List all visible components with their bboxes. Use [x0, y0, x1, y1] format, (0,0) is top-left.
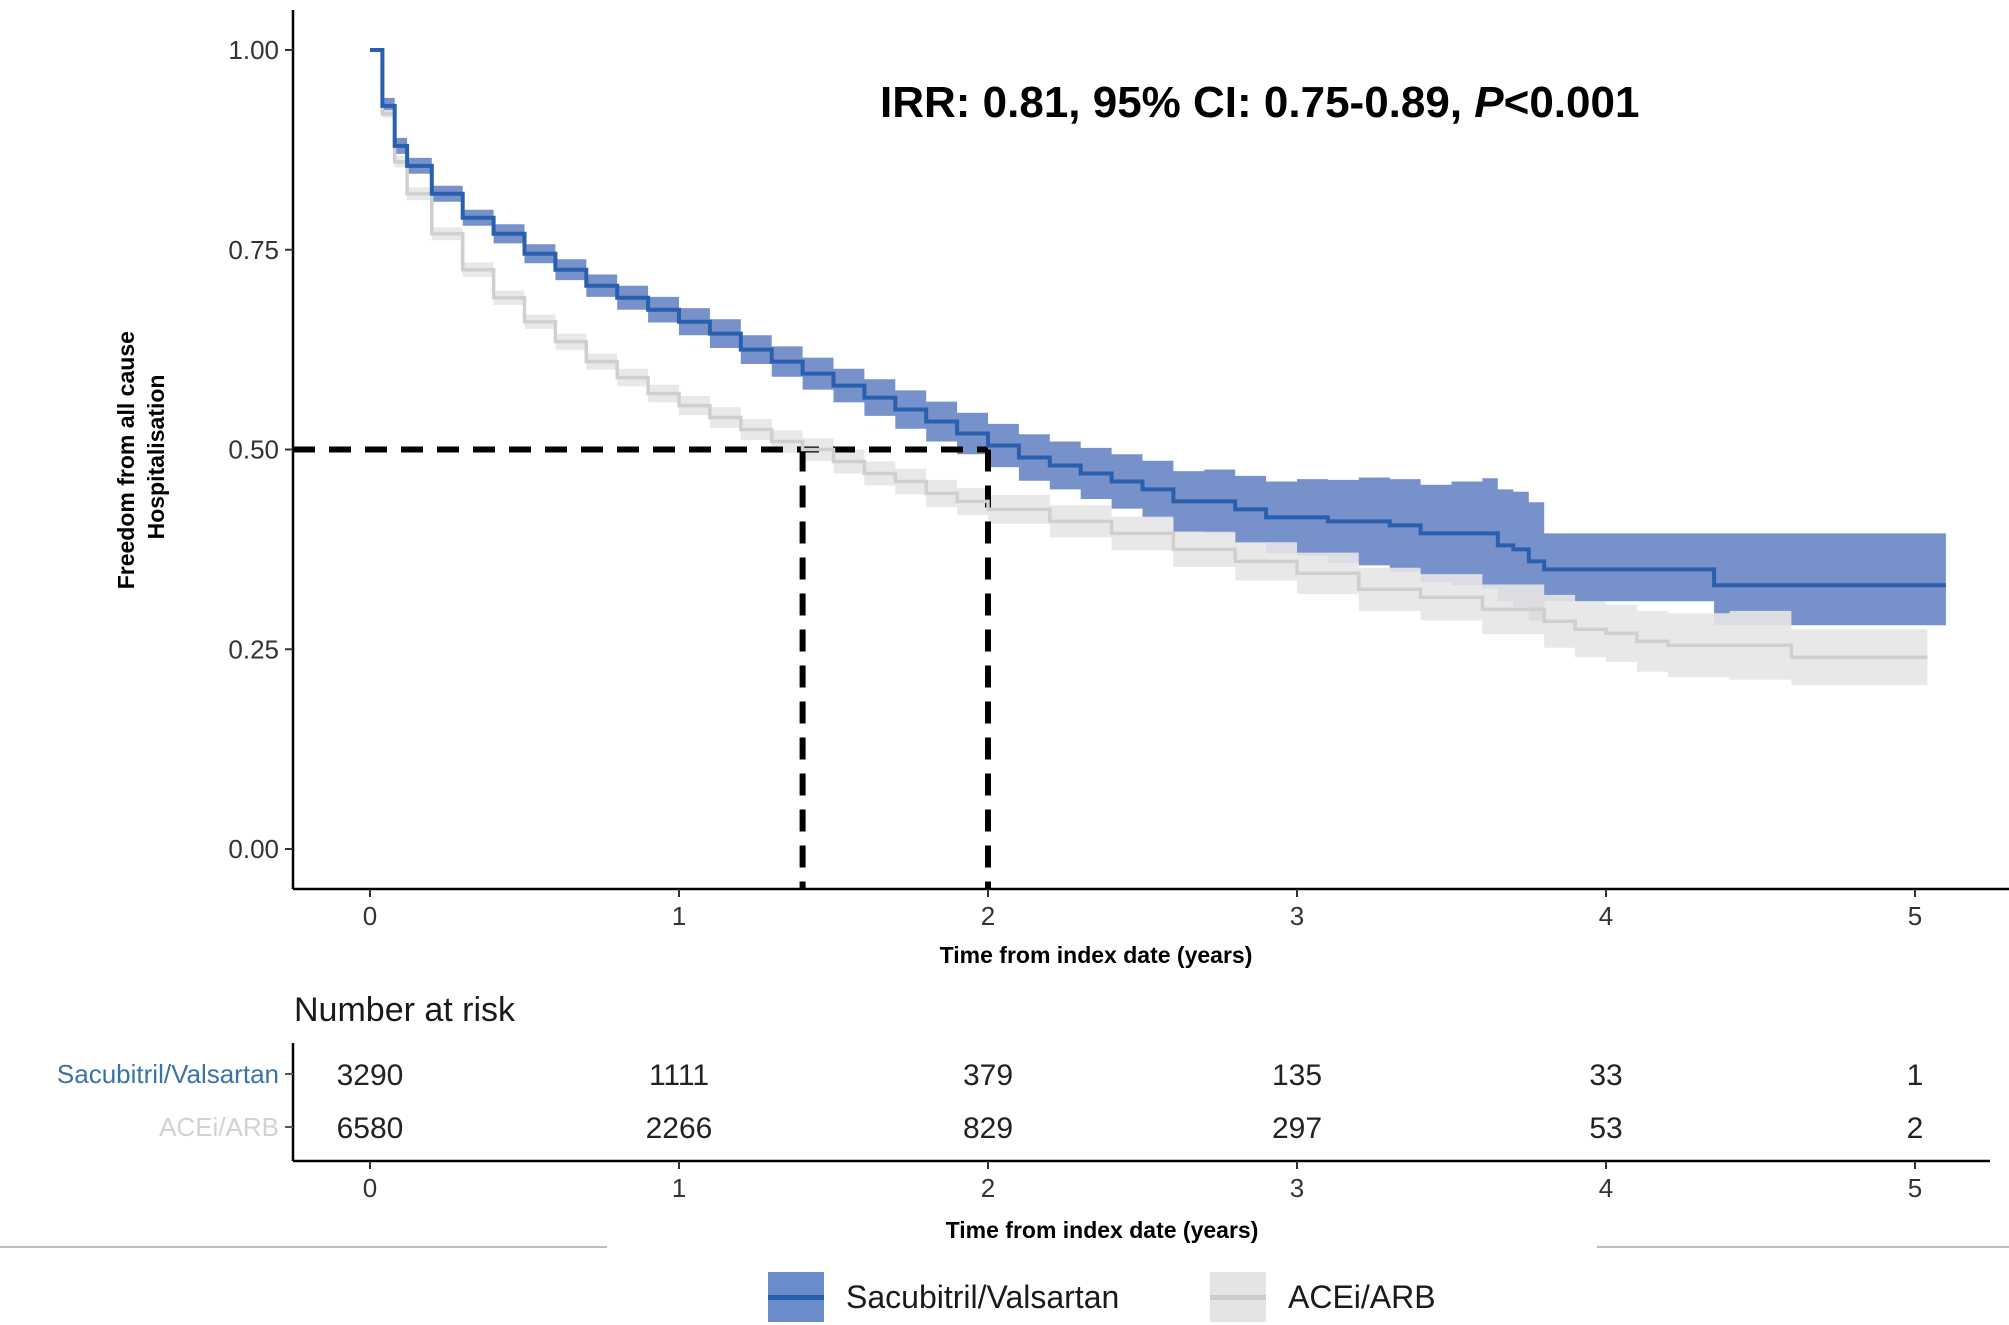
- legend-item-sacubitril: Sacubitril/Valsartan: [768, 1272, 1119, 1322]
- confidence-bands: [370, 50, 1946, 686]
- survival-curves: [370, 48, 1946, 659]
- irr-annotation-p: P: [1474, 78, 1504, 127]
- risk-x-tick-label: 4: [1599, 1173, 1613, 1203]
- legend-line-sacubitril: [768, 1295, 824, 1300]
- curve-sacubitril: [370, 48, 1946, 588]
- risk-value-acei-arb: 53: [1589, 1112, 1622, 1145]
- risk-x-tick-label: 5: [1908, 1173, 1922, 1203]
- y-axis-label-line-2: Hospitalisation: [143, 375, 169, 540]
- y-tick-label: 0.00: [228, 834, 279, 864]
- legend-label-acei-arb: ACEi/ARB: [1288, 1278, 1436, 1315]
- risk-table: Sacubitril/Valsartan 3290 1111 379 135 33 1ACE…: [57, 1043, 1990, 1203]
- risk-row-label-sacubitril: Sacubitril/Valsartan: [57, 1059, 279, 1089]
- curve-acei-arb: [370, 48, 1928, 659]
- legend-key-acei-arb: [1210, 1272, 1266, 1322]
- risk-value-acei-arb: 2: [1907, 1112, 1924, 1145]
- legend-key-sacubitril: [768, 1272, 824, 1322]
- y-tick-label: 0.75: [228, 235, 279, 265]
- risk-value-acei-arb: 829: [963, 1112, 1013, 1145]
- risk-value-sacubitril: 3290: [337, 1059, 404, 1092]
- x-tick-label: 3: [1290, 901, 1304, 931]
- ci-band-acei-arb: [370, 50, 1928, 686]
- x-tick-label: 5: [1908, 901, 1922, 931]
- risk-value-acei-arb: 297: [1272, 1112, 1322, 1145]
- y-tick-label: 1.00: [228, 35, 279, 65]
- x-tick-label: 1: [672, 901, 686, 931]
- x-tick-label: 2: [981, 901, 995, 931]
- x-tick-label: 4: [1599, 901, 1613, 931]
- risk-value-sacubitril: 379: [963, 1059, 1013, 1092]
- y-axis-label: Freedom from all cause Hospitalisation: [113, 325, 169, 590]
- y-tick-label: 0.50: [228, 435, 279, 465]
- x-axis-label: Time from index date (years): [940, 942, 1253, 968]
- legend-line-acei-arb: [1210, 1295, 1266, 1300]
- irr-annotation-prefix: IRR: 0.81, 95% CI: 0.75-0.89,: [880, 78, 1474, 127]
- reference-lines: [293, 446, 991, 889]
- frame-divider-right: [1597, 1246, 2009, 1248]
- x-tick-label: 0: [363, 901, 377, 931]
- risk-value-sacubitril: 135: [1272, 1059, 1322, 1092]
- risk-value-acei-arb: 6580: [337, 1112, 404, 1145]
- legend-label-sacubitril: Sacubitril/Valsartan: [846, 1278, 1120, 1315]
- irr-annotation: IRR: 0.81, 95% CI: 0.75-0.89, P<0.001: [880, 78, 1639, 127]
- risk-row-label-acei-arb: ACEi/ARB: [159, 1112, 279, 1142]
- irr-annotation-suffix: <0.001: [1504, 78, 1640, 127]
- risk-x-tick-label: 3: [1290, 1173, 1304, 1203]
- y-tick-label: 0.25: [228, 634, 279, 664]
- frame-divider-left: [0, 1246, 607, 1248]
- axis-ticks: 0.00 0.25 0.50 0.75 1.00 0 1 2 3 4 5: [228, 35, 1922, 931]
- ci-band-sacubitril: [370, 50, 1946, 626]
- risk-value-sacubitril: 33: [1589, 1059, 1622, 1092]
- risk-table-title: Number at risk: [294, 991, 516, 1029]
- risk-value-sacubitril: 1: [1907, 1059, 1924, 1092]
- risk-table-x-axis-label: Time from index date (years): [946, 1217, 1259, 1243]
- risk-x-tick-label: 1: [672, 1173, 686, 1203]
- legend-item-acei-arb: ACEi/ARB: [1210, 1272, 1436, 1322]
- y-axis-label-line-1: Freedom from all cause: [113, 331, 139, 589]
- risk-x-tick-label: 0: [363, 1173, 377, 1203]
- risk-value-sacubitril: 1111: [649, 1059, 709, 1092]
- risk-value-acei-arb: 2266: [646, 1112, 713, 1145]
- risk-x-tick-label: 2: [981, 1173, 995, 1203]
